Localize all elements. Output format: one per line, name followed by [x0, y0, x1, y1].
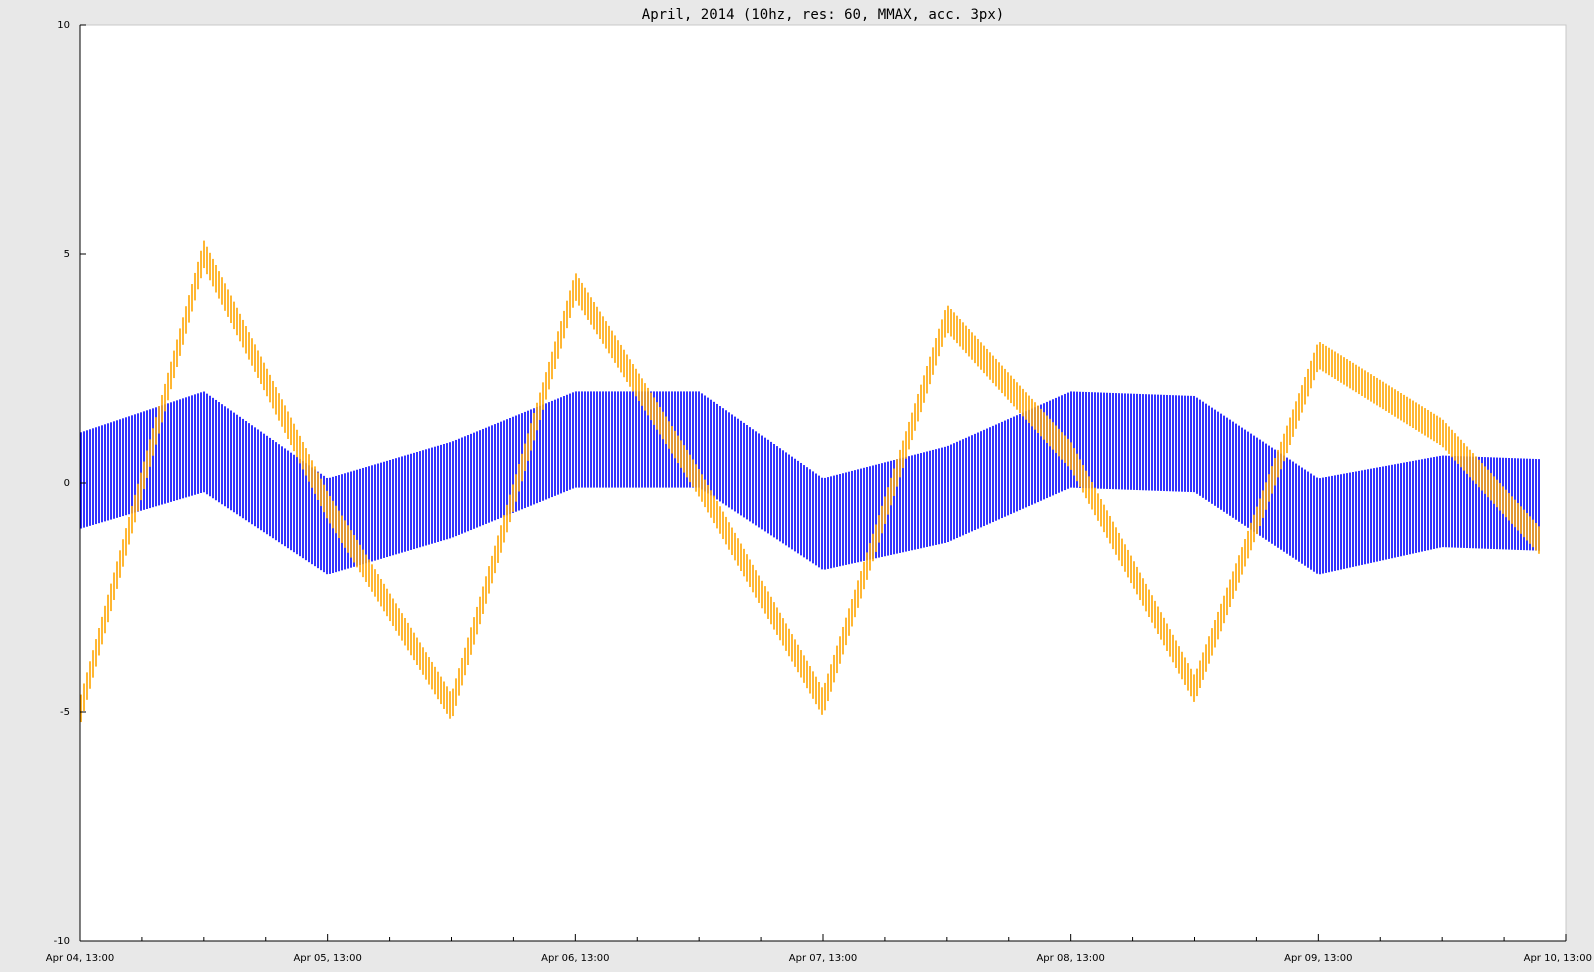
x-tick-label: Apr 10, 13:00 — [1524, 953, 1592, 964]
y-tick-label: 0 — [64, 478, 70, 489]
series-0 — [80, 391, 1540, 575]
y-tick-label: -10 — [54, 936, 70, 947]
x-tick-label: Apr 07, 13:00 — [789, 953, 857, 964]
series-1 — [80, 240, 1540, 723]
x-tick-label: Apr 06, 13:00 — [541, 953, 609, 964]
labels-layer: -10 -5 0 5 10 Apr 04, 13:00 Apr 05, 13:00 Apr 0… — [46, 20, 1592, 964]
x-tick-label: Apr 08, 13:00 — [1036, 953, 1104, 964]
axes-layer — [79, 24, 1567, 942]
x-tick-label: Apr 04, 13:00 — [46, 953, 114, 964]
y-tick-label: -5 — [60, 707, 70, 718]
y-tick-label: 10 — [57, 20, 70, 31]
series-layer — [80, 240, 1540, 723]
x-tick-label: Apr 09, 13:00 — [1284, 953, 1352, 964]
y-tick-label: 5 — [64, 249, 70, 260]
x-tick-label: Apr 05, 13:00 — [293, 953, 361, 964]
chart-title: April, 2014 (10hz, res: 60, MMAX, acc. 3… — [642, 7, 1004, 23]
